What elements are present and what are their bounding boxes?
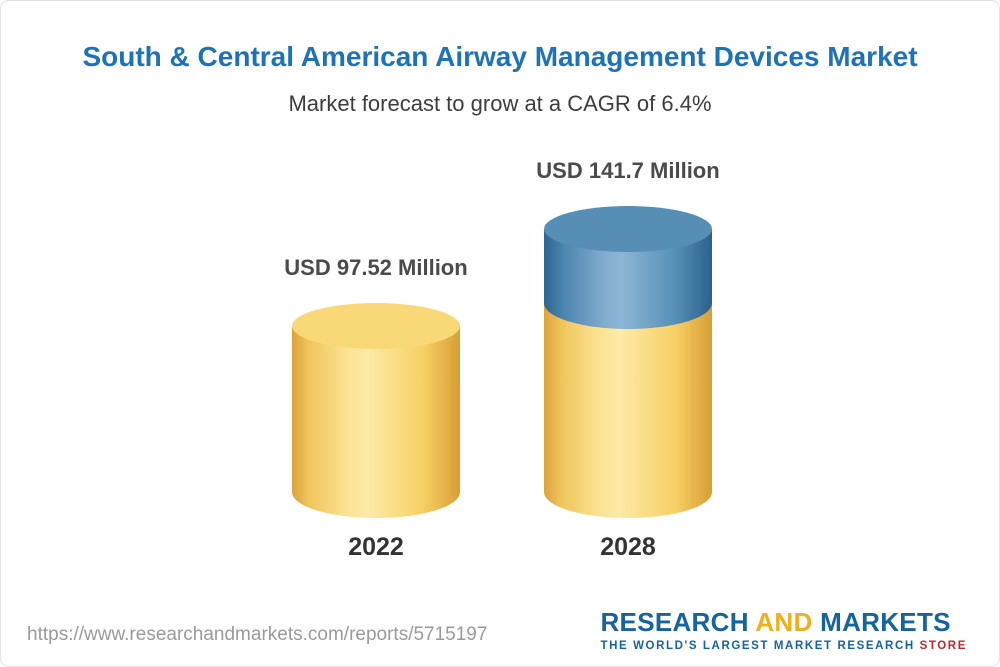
logo-word-and: AND	[755, 606, 813, 637]
chart-subtitle: Market forecast to grow at a CAGR of 6.4…	[288, 91, 712, 116]
logo-tagline-text: THE WORLD'S LARGEST MARKET RESEARCH	[600, 640, 920, 652]
report-url: https://www.researchandmarkets.com/repor…	[27, 624, 488, 645]
chart-title: South & Central American Airway Manageme…	[82, 41, 918, 72]
logo-tagline-store: STORE	[919, 640, 967, 652]
cylinder-2022-top	[292, 303, 460, 350]
research-and-markets-logo: RESEARCH AND MARKETS THE WORLD'S LARGEST…	[600, 606, 967, 652]
logo-word-research: RESEARCH	[600, 606, 749, 637]
category-label-2022: 2022	[348, 533, 404, 561]
logo-tagline: THE WORLD'S LARGEST MARKET RESEARCH STOR…	[600, 640, 967, 652]
logo-word-markets: MARKETS	[820, 606, 951, 637]
cylinder-2028-base-segment	[544, 303, 712, 518]
value-label-2022: USD 97.52 Million	[284, 255, 468, 281]
cylinder-2022-body	[292, 326, 460, 518]
value-label-2028: USD 141.7 Million	[536, 158, 720, 184]
logo-wordmark: RESEARCH AND MARKETS	[600, 606, 967, 637]
category-label-2028: 2028	[600, 533, 656, 561]
cylinder-2028-top	[544, 206, 712, 253]
